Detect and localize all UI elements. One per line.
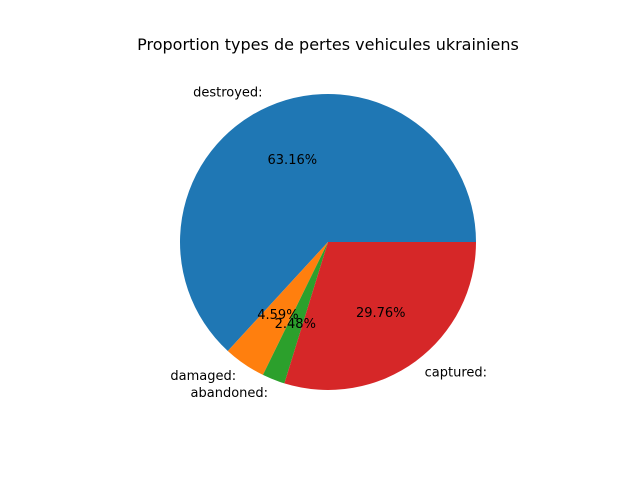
pie-slice-damaged [227, 242, 328, 375]
slice-percent-captured: 29.76% [356, 306, 406, 321]
slice-label-abandoned: abandoned: [191, 386, 269, 401]
slice-percent-destroyed: 63.16% [268, 153, 318, 168]
slice-label-captured: captured: [425, 365, 487, 380]
pie-slice-captured [284, 242, 476, 390]
slice-percent-damaged: 4.59% [257, 308, 298, 323]
pie-labels: destroyed: 63.16% damaged: 4.59% abandoned: 2… [170, 85, 487, 400]
pie-slices [180, 93, 477, 390]
slice-label-damaged: damaged: [170, 369, 236, 384]
pie-slice-abandoned [262, 242, 328, 384]
slice-label-destroyed: destroyed: [193, 85, 262, 100]
slice-percent-abandoned: 2.48% [275, 317, 316, 332]
pie-slice-destroyed [180, 93, 477, 351]
chart-title: Proportion types de pertes vehicules ukr… [137, 35, 519, 54]
